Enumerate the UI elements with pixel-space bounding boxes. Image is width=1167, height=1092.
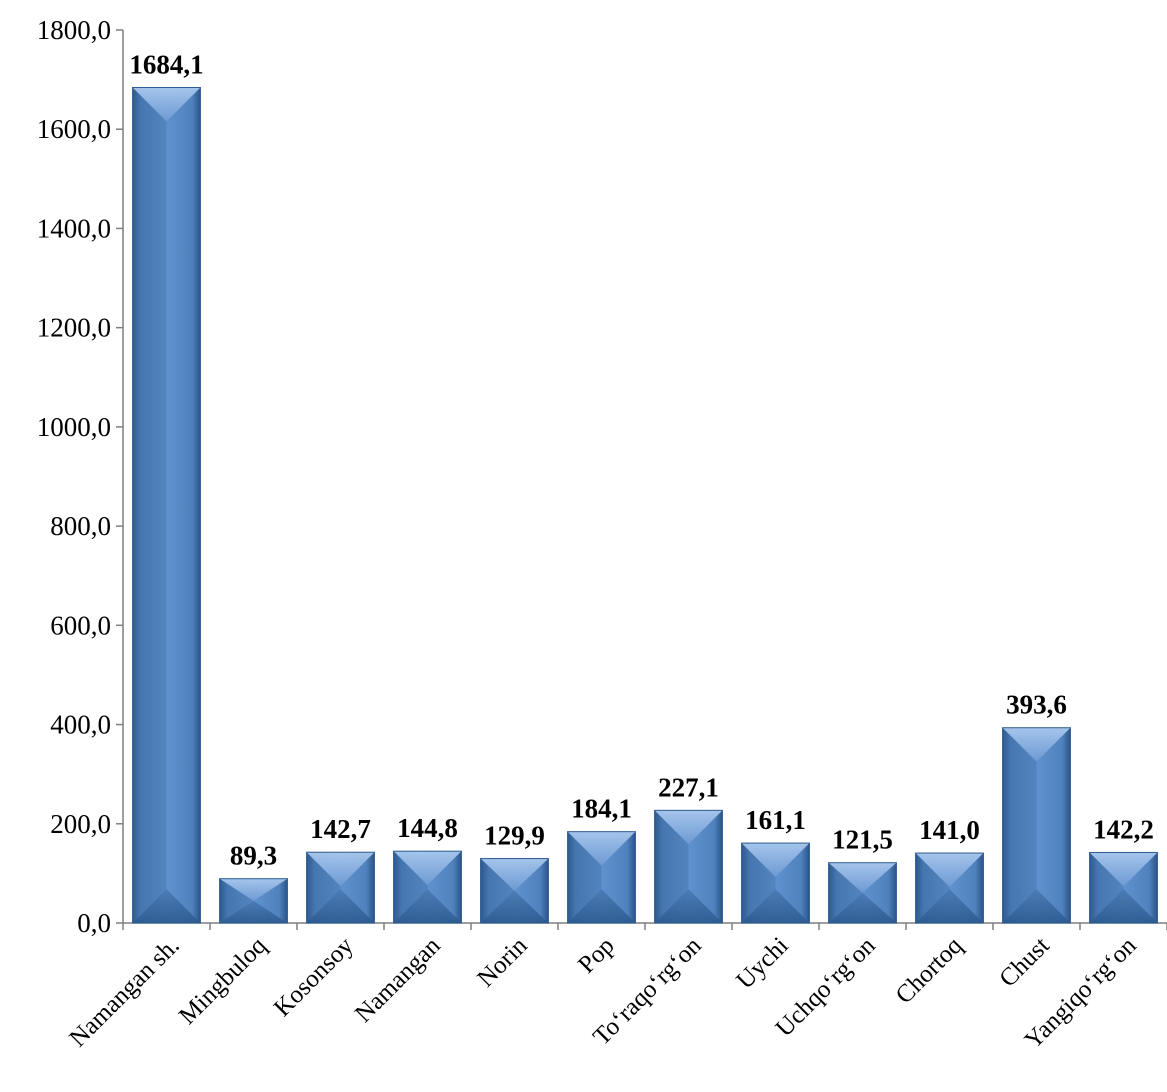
data-label: 129,9 [484,821,545,851]
bar-bottom-bevel [480,890,549,923]
bar-outline [480,858,549,924]
y-tick-label: 0,0 [77,908,111,938]
bar-outline [306,851,375,924]
bars [132,86,1158,924]
bar-top-bevel [393,851,462,886]
data-label: 89,3 [230,841,277,871]
data-label: 144,8 [397,813,458,843]
x-tick-label: Pop [573,932,620,979]
data-label: 227,1 [658,772,719,802]
x-tick-label: Uychi [731,932,793,994]
bar-bottom-bevel [828,892,897,923]
bar-bottom-bevel [741,889,810,923]
bar [1089,851,1158,924]
bar-left-shade [1002,727,1037,923]
bar-bottom-bevel [393,889,462,923]
bar-bottom-bevel [915,889,984,923]
bar [132,86,201,924]
bar-outline [1089,851,1158,924]
bar-top-bevel [1089,852,1158,887]
bar-left-shade [915,853,950,923]
x-tick-label: Chortoq [891,932,968,1009]
data-label: 184,1 [571,794,632,824]
bar [393,850,462,924]
y-tick-label: 1600,0 [37,114,111,144]
bar-left-shade [1089,852,1124,923]
bar [480,858,549,924]
bar-outline [1002,727,1071,924]
bar-outline [132,86,201,924]
x-tick-label: Norin [472,932,533,993]
bar-outline [654,809,723,924]
y-tick-label: 1200,0 [37,313,111,343]
bar-left-shade [741,843,776,923]
bar-left-shade [828,862,863,923]
bar-bottom-bevel [1089,889,1158,923]
bar [306,851,375,924]
y-tick-label: 1000,0 [37,412,111,442]
bar-left-shade [219,878,254,923]
bar-body [132,87,201,924]
bar-top-bevel [1002,727,1071,762]
y-tick-label: 200,0 [50,809,111,839]
x-tick-label: Mingbuloq [174,932,272,1030]
x-tick-label: Namangan [350,932,446,1028]
bar [654,809,723,924]
bar-outline [915,852,984,924]
y-tick-label: 800,0 [50,511,111,541]
bar-top-bevel [915,853,984,887]
data-label: 161,1 [745,805,806,835]
bar-top-bevel [132,87,201,122]
bar-bottom-bevel [567,889,636,923]
bar-bottom-bevel [132,889,201,923]
bar-left-shade [306,852,341,923]
y-tick-label: 1400,0 [37,213,111,243]
data-label: 121,5 [832,825,893,855]
bar-left-shade [654,810,689,923]
bar-outline [567,831,636,924]
bar-left-shade [132,87,167,924]
bar-top-bevel [480,858,549,891]
data-label: 393,6 [1006,690,1067,720]
bar-top-bevel [306,852,375,887]
x-tick-label: Kosonsoy [269,932,359,1022]
data-label: 142,2 [1093,814,1154,844]
bar-top-bevel [828,862,897,893]
bar [828,862,897,924]
bar-left-shade [393,851,428,923]
bar-bottom-bevel [306,889,375,923]
x-tick-label: Chust [994,932,1054,992]
y-tick-label: 1800,0 [37,15,111,45]
bar-outline [828,862,897,924]
bar-outline [741,842,810,924]
bar-top-bevel [219,878,288,901]
bar [915,852,984,924]
bar-bottom-bevel [219,900,288,923]
y-tick-label: 600,0 [50,610,111,640]
bar [219,878,288,924]
axes [116,29,1167,930]
x-tick-label: Namangan sh. [65,932,185,1052]
data-label: 1684,1 [129,49,203,79]
bar-top-bevel [741,843,810,878]
bar-outline [393,850,462,924]
bar-left-shade [480,858,515,923]
bar-outline [219,878,288,924]
bar-bottom-bevel [654,889,723,923]
data-label: 141,0 [919,815,980,845]
bar-left-shade [567,831,602,923]
bar [567,831,636,924]
bar [1002,727,1071,924]
bar-top-bevel [654,810,723,845]
bar-bottom-bevel [1002,889,1071,923]
bar [741,842,810,924]
y-tick-label: 400,0 [50,710,111,740]
data-label: 142,7 [310,814,371,844]
bar-top-bevel [567,831,636,866]
